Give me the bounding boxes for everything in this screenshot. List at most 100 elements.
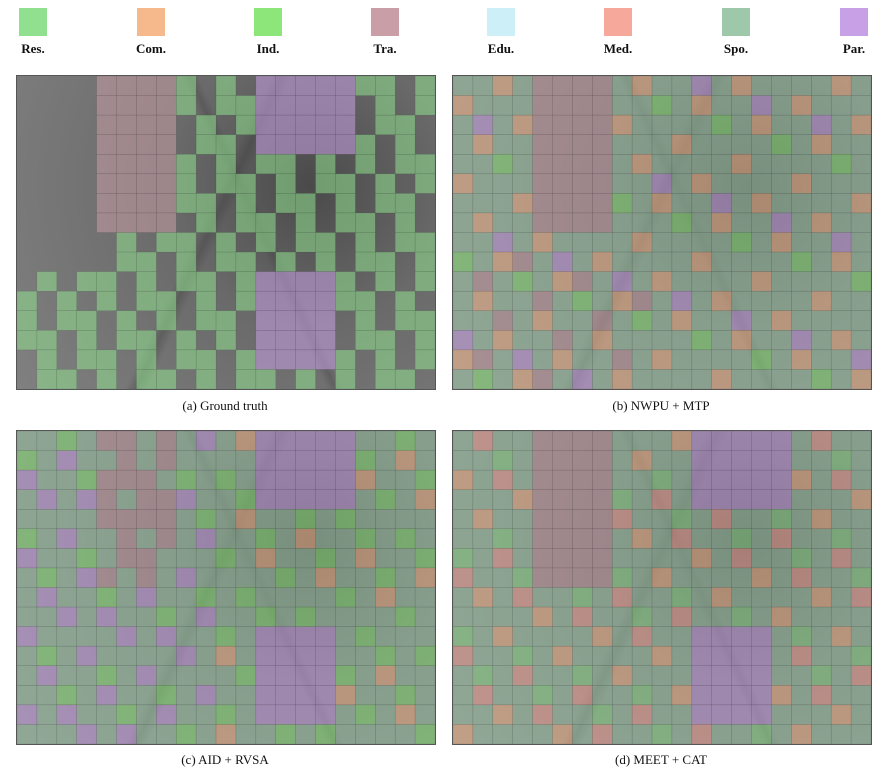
caption-a: (a) Ground truth — [182, 398, 268, 413]
grid-cell — [850, 349, 871, 370]
grid-cell — [611, 704, 633, 725]
grid-cell — [76, 509, 97, 530]
grid-cell — [56, 645, 77, 667]
grid-cell — [751, 232, 772, 253]
grid-cell — [472, 704, 494, 725]
grid-cell — [492, 704, 513, 725]
grid-cell — [512, 489, 533, 510]
grid-cell — [116, 310, 137, 331]
grid-cell — [611, 567, 633, 588]
grid-cell — [472, 251, 494, 272]
grid-cell — [791, 369, 812, 389]
grid-cell — [315, 95, 336, 116]
grid-cell — [631, 310, 653, 331]
grid-cell — [830, 232, 852, 253]
grid-cell — [552, 251, 573, 272]
map-panel-c — [16, 430, 436, 745]
grid-cell — [631, 330, 653, 351]
grid-cell — [96, 193, 117, 214]
grid-cell — [375, 528, 396, 549]
grid-cell — [572, 134, 593, 155]
grid-cell — [791, 645, 812, 667]
grid-cell — [711, 310, 732, 331]
grid-cell — [255, 704, 277, 725]
grid-cell — [275, 724, 296, 744]
grid-cell — [175, 548, 197, 569]
grid-cell — [671, 193, 693, 214]
grid-cell — [215, 548, 237, 569]
grid-cell — [295, 567, 316, 588]
grid-cell — [691, 626, 713, 647]
grid-cell — [195, 450, 217, 471]
grid-cell — [671, 212, 693, 233]
grid-cell — [592, 232, 613, 253]
grid-cell — [136, 212, 157, 233]
grid-cell — [791, 685, 812, 706]
grid-cell — [335, 489, 356, 510]
grid-cell — [850, 587, 871, 608]
grid-cell — [671, 154, 693, 175]
grid-cell — [355, 685, 376, 706]
grid-cell — [512, 310, 533, 331]
grid-cell — [136, 134, 157, 155]
grid-cell — [17, 310, 38, 331]
grid-cell — [552, 114, 573, 135]
grid-cell — [771, 251, 792, 272]
grid-cell — [711, 212, 732, 233]
grid-cell — [255, 606, 277, 627]
grid-cell — [671, 290, 693, 312]
grid-cell — [472, 665, 494, 686]
grid-cell — [116, 134, 137, 155]
grid-cell — [472, 528, 494, 549]
grid-cell — [235, 528, 257, 549]
grid-cell — [17, 548, 38, 569]
grid-cell — [830, 271, 852, 292]
grid-cell — [17, 704, 38, 725]
grid-cell — [355, 310, 376, 331]
grid-cell — [671, 665, 693, 686]
grid-cell — [175, 95, 197, 116]
grid-cell — [651, 606, 673, 627]
grid-cell — [156, 724, 177, 744]
grid-cell — [751, 76, 772, 96]
grid-cell — [96, 645, 117, 667]
grid-cell — [76, 548, 97, 569]
grid-cell — [532, 173, 553, 194]
grid-cell — [532, 645, 553, 667]
grid-cell — [651, 509, 673, 530]
grid-cell — [791, 330, 812, 351]
grid-cell — [375, 271, 396, 292]
legend-label-tra: Tra. — [373, 41, 397, 56]
grid-cell — [355, 212, 376, 233]
grid-cell — [552, 134, 573, 155]
grid-cell — [255, 271, 277, 292]
grid-cell — [156, 310, 177, 331]
grid-cell — [156, 76, 177, 96]
grid-cell — [671, 724, 693, 744]
grid-cell — [492, 369, 513, 389]
grid-cell — [512, 95, 533, 116]
grid-cell — [731, 212, 752, 233]
grid-cell — [215, 173, 237, 194]
grid-cell — [850, 271, 871, 292]
grid-cell — [492, 251, 513, 272]
grid-cell — [671, 349, 693, 370]
grid-cell — [711, 469, 732, 490]
grid-cell — [355, 509, 376, 530]
grid-cell — [572, 310, 593, 331]
grid-cell — [235, 724, 257, 744]
grid-cell — [375, 431, 396, 451]
grid-cell — [195, 528, 217, 549]
grid-cell — [215, 704, 237, 725]
grid-cell — [36, 704, 58, 725]
grid-cell — [295, 645, 316, 667]
grid-cell — [811, 509, 832, 530]
grid-cell — [671, 232, 693, 253]
caption-c: (c) AID + RVSA — [181, 752, 269, 767]
grid-cell — [731, 134, 752, 155]
grid-cell — [195, 548, 217, 569]
grid-cell — [850, 567, 871, 588]
grid-cell — [830, 567, 852, 588]
grid-cell — [830, 212, 852, 233]
grid-cell — [472, 310, 494, 331]
